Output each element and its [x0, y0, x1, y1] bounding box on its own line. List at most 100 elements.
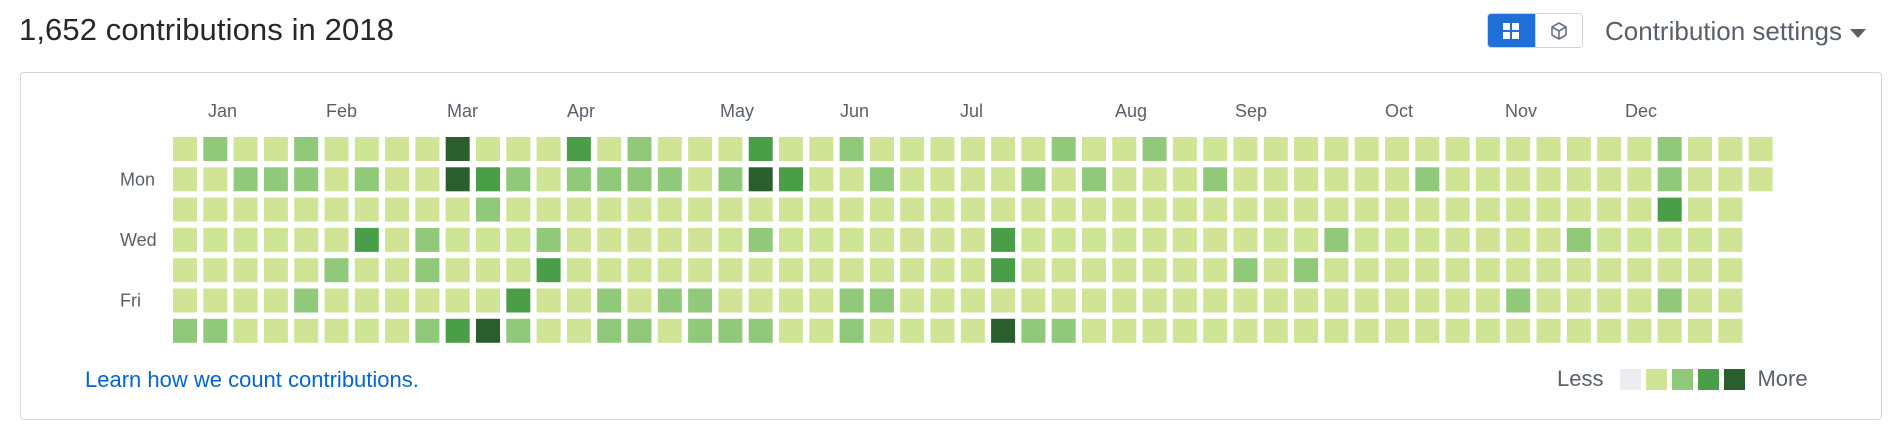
contribution-day-cell[interactable]: [294, 167, 319, 192]
contribution-day-cell[interactable]: [1566, 167, 1591, 192]
contribution-day-cell[interactable]: [869, 167, 894, 192]
contribution-day-cell[interactable]: [1445, 227, 1470, 252]
contribution-day-cell[interactable]: [688, 288, 713, 313]
contribution-day-cell[interactable]: [657, 318, 682, 343]
contribution-day-cell[interactable]: [627, 197, 652, 222]
contribution-day-cell[interactable]: [445, 288, 470, 313]
contribution-day-cell[interactable]: [688, 318, 713, 343]
contribution-day-cell[interactable]: [1233, 258, 1258, 283]
contribution-day-cell[interactable]: [1354, 318, 1379, 343]
contribution-day-cell[interactable]: [688, 258, 713, 283]
contribution-day-cell[interactable]: [1415, 167, 1440, 192]
contribution-day-cell[interactable]: [900, 318, 925, 343]
contribution-day-cell[interactable]: [354, 197, 379, 222]
contribution-day-cell[interactable]: [294, 227, 319, 252]
contribution-day-cell[interactable]: [1475, 227, 1500, 252]
contribution-day-cell[interactable]: [173, 227, 197, 252]
contribution-day-cell[interactable]: [657, 288, 682, 313]
contribution-day-cell[interactable]: [1142, 167, 1167, 192]
contribution-day-cell[interactable]: [1536, 137, 1561, 161]
contribution-day-cell[interactable]: [688, 137, 713, 161]
contribution-day-cell[interactable]: [415, 167, 440, 192]
contribution-day-cell[interactable]: [536, 197, 561, 222]
contribution-day-cell[interactable]: [566, 197, 591, 222]
contribution-day-cell[interactable]: [627, 318, 652, 343]
contribution-day-cell[interactable]: [445, 318, 470, 343]
contribution-day-cell[interactable]: [718, 258, 743, 283]
contribution-day-cell[interactable]: [324, 137, 349, 161]
contribution-day-cell[interactable]: [839, 258, 864, 283]
contribution-day-cell[interactable]: [385, 258, 410, 283]
contribution-day-cell[interactable]: [718, 167, 743, 192]
contribution-day-cell[interactable]: [809, 288, 834, 313]
contribution-day-cell[interactable]: [991, 227, 1016, 252]
contribution-day-cell[interactable]: [354, 227, 379, 252]
contribution-day-cell[interactable]: [1142, 197, 1167, 222]
contribution-day-cell[interactable]: [1688, 288, 1712, 313]
contribution-day-cell[interactable]: [506, 318, 531, 343]
contribution-day-cell[interactable]: [1324, 167, 1349, 192]
contribution-day-cell[interactable]: [1263, 227, 1288, 252]
contribution-day-cell[interactable]: [445, 227, 470, 252]
contribution-day-cell[interactable]: [506, 137, 531, 161]
contribution-day-cell[interactable]: [1021, 227, 1046, 252]
contribution-day-cell[interactable]: [1051, 167, 1076, 192]
contribution-day-cell[interactable]: [354, 167, 379, 192]
contribution-day-cell[interactable]: [1566, 258, 1591, 283]
contribution-day-cell[interactable]: [839, 227, 864, 252]
contribution-day-cell[interactable]: [506, 288, 531, 313]
contribution-day-cell[interactable]: [1657, 197, 1682, 222]
contribution-day-cell[interactable]: [1112, 197, 1137, 222]
contribution-day-cell[interactable]: [900, 288, 925, 313]
contribution-day-cell[interactable]: [1051, 227, 1076, 252]
contribution-day-cell[interactable]: [476, 197, 500, 222]
contribution-day-cell[interactable]: [1172, 258, 1197, 283]
contribution-day-cell[interactable]: [203, 258, 228, 283]
contribution-day-cell[interactable]: [597, 137, 622, 161]
contribution-day-cell[interactable]: [1597, 258, 1622, 283]
contribution-day-cell[interactable]: [1354, 167, 1379, 192]
contribution-day-cell[interactable]: [991, 258, 1016, 283]
contribution-day-cell[interactable]: [1385, 318, 1409, 343]
contribution-day-cell[interactable]: [476, 227, 500, 252]
contribution-day-cell[interactable]: [1506, 137, 1531, 161]
contribution-day-cell[interactable]: [415, 288, 440, 313]
contribution-day-cell[interactable]: [1082, 137, 1106, 161]
contribution-day-cell[interactable]: [203, 288, 228, 313]
contribution-day-cell[interactable]: [1566, 137, 1591, 161]
contribution-day-cell[interactable]: [930, 167, 955, 192]
contribution-day-cell[interactable]: [263, 167, 288, 192]
contribution-day-cell[interactable]: [1263, 318, 1288, 343]
grid-view-button[interactable]: [1488, 14, 1535, 47]
contribution-day-cell[interactable]: [688, 167, 713, 192]
contribution-day-cell[interactable]: [1385, 197, 1409, 222]
contribution-day-cell[interactable]: [991, 288, 1016, 313]
contribution-day-cell[interactable]: [173, 137, 197, 161]
contribution-day-cell[interactable]: [1203, 197, 1228, 222]
contribution-day-cell[interactable]: [476, 318, 500, 343]
contribution-day-cell[interactable]: [324, 227, 349, 252]
contribution-day-cell[interactable]: [173, 258, 197, 283]
contribution-day-cell[interactable]: [930, 197, 955, 222]
contribution-day-cell[interactable]: [930, 227, 955, 252]
contribution-day-cell[interactable]: [627, 167, 652, 192]
contribution-day-cell[interactable]: [869, 137, 894, 161]
contribution-day-cell[interactable]: [1536, 318, 1561, 343]
contribution-day-cell[interactable]: [900, 227, 925, 252]
contribution-day-cell[interactable]: [1172, 167, 1197, 192]
contribution-day-cell[interactable]: [779, 167, 803, 192]
contribution-day-cell[interactable]: [597, 167, 622, 192]
contribution-day-cell[interactable]: [203, 197, 228, 222]
contribution-day-cell[interactable]: [415, 258, 440, 283]
contribution-day-cell[interactable]: [1475, 167, 1500, 192]
contribution-day-cell[interactable]: [263, 288, 288, 313]
contribution-day-cell[interactable]: [1263, 258, 1288, 283]
contribution-day-cell[interactable]: [1142, 137, 1167, 161]
contribution-day-cell[interactable]: [1112, 137, 1137, 161]
contribution-day-cell[interactable]: [173, 167, 197, 192]
contribution-day-cell[interactable]: [1051, 288, 1076, 313]
contribution-day-cell[interactable]: [536, 318, 561, 343]
contribution-day-cell[interactable]: [597, 288, 622, 313]
contribution-day-cell[interactable]: [1445, 137, 1470, 161]
contribution-day-cell[interactable]: [1172, 137, 1197, 161]
